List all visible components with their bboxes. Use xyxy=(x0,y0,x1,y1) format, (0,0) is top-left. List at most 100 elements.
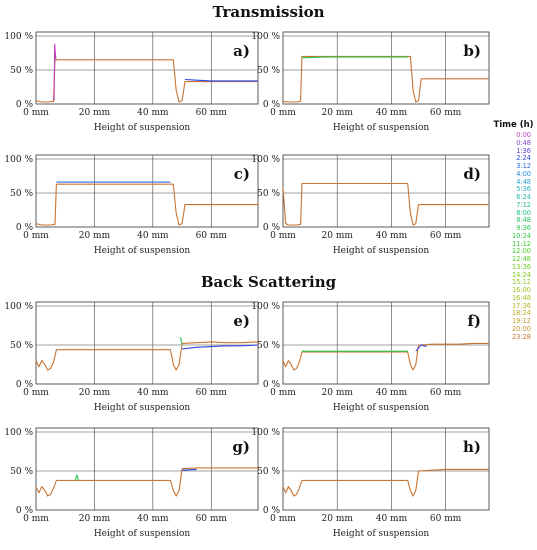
x-tick-label: 0 mm xyxy=(270,514,296,524)
legend-entry: 4:00 xyxy=(516,169,531,178)
x-axis-label: Height of suspension xyxy=(94,403,191,413)
y-tick-label: 50 % xyxy=(10,467,33,477)
x-tick-label: 0 mm xyxy=(270,108,296,118)
x-axis-label: Height of suspension xyxy=(333,123,430,133)
legend-entry: 19:12 xyxy=(511,317,531,325)
panel-label: f) xyxy=(467,312,481,330)
x-tick-label: 40 mm xyxy=(137,231,169,241)
x-axis-label: Height of suspension xyxy=(333,246,430,256)
legend-entry: 15:12 xyxy=(511,278,531,287)
data-series-line xyxy=(182,344,259,350)
y-tick-label: 50 % xyxy=(257,66,280,76)
data-series-line xyxy=(282,55,489,103)
x-tick-label: 20 mm xyxy=(79,514,111,524)
x-tick-label: 40 mm xyxy=(137,108,169,118)
y-tick-label: 0 % xyxy=(263,506,281,516)
legend-entry: 6:24 xyxy=(516,193,531,201)
y-tick-label: 0 % xyxy=(16,100,34,110)
data-series-line xyxy=(415,344,427,352)
data-series-line xyxy=(182,468,197,471)
legend-entry: 1:36 xyxy=(516,146,531,155)
plot-frame xyxy=(282,31,490,105)
x-tick-label: 40 mm xyxy=(137,388,169,398)
data-series-line xyxy=(282,468,489,497)
panel-label: b) xyxy=(463,42,481,60)
x-tick-label: 40 mm xyxy=(376,231,408,241)
transmission-title: Transmission xyxy=(212,3,325,21)
legend-entry: 20:00 xyxy=(511,324,531,333)
y-tick-label: 0 % xyxy=(16,223,34,233)
x-tick-label: 20 mm xyxy=(79,388,111,398)
plot-frame xyxy=(35,301,259,385)
x-tick-label: 0 mm xyxy=(270,388,296,398)
legend-entry: 18:24 xyxy=(511,309,531,318)
legend-entry: 10:24 xyxy=(511,231,531,240)
y-tick-label: 100 % xyxy=(251,428,280,438)
legend-items: 0:00 0:48 1:36 2:24 3:12 4:00 4:48 5:36 6:24 7:12… xyxy=(490,131,537,341)
data-series-line xyxy=(35,467,258,497)
legend-entry: 0:00 xyxy=(516,131,531,139)
legend-entry: 23:28 xyxy=(511,332,531,341)
x-tick-label: 0 mm xyxy=(23,388,49,398)
x-tick-label: 60 mm xyxy=(196,514,228,524)
y-tick-label: 0 % xyxy=(16,380,34,390)
panel-label: a) xyxy=(233,42,250,60)
plot-frame xyxy=(282,301,490,385)
x-tick-label: 40 mm xyxy=(137,514,169,524)
plot-frame xyxy=(35,427,259,511)
x-tick-label: 20 mm xyxy=(322,231,354,241)
legend-entry: 11:12 xyxy=(511,239,531,248)
backscattering-title: Back Scattering xyxy=(200,273,337,291)
x-tick-label: 40 mm xyxy=(376,108,408,118)
x-axis-label: Height of suspension xyxy=(94,529,191,539)
legend-entry: 9:36 xyxy=(516,224,531,232)
data-series-line xyxy=(74,474,79,481)
panel-label: d) xyxy=(463,165,481,183)
y-tick-label: 0 % xyxy=(263,380,281,390)
legend-entry: 7:12 xyxy=(516,200,531,209)
y-tick-label: 100 % xyxy=(4,302,33,312)
y-tick-label: 0 % xyxy=(263,100,281,110)
y-tick-label: 100 % xyxy=(4,155,33,165)
x-tick-label: 0 mm xyxy=(23,108,49,118)
y-tick-label: 50 % xyxy=(257,467,280,477)
legend-entry: 8:48 xyxy=(516,216,531,225)
x-axis-label: Height of suspension xyxy=(333,529,430,539)
y-tick-label: 100 % xyxy=(251,155,280,165)
x-tick-label: 20 mm xyxy=(79,108,111,118)
x-tick-label: 40 mm xyxy=(376,514,408,524)
legend-entry: 0:48 xyxy=(516,138,531,147)
plot-frame xyxy=(35,31,259,105)
data-series-line xyxy=(35,59,258,103)
plot-frame xyxy=(282,154,490,228)
legend-entry: 3:12 xyxy=(516,162,531,170)
x-tick-label: 20 mm xyxy=(322,388,354,398)
y-tick-label: 0 % xyxy=(16,506,34,516)
x-tick-label: 60 mm xyxy=(196,231,228,241)
panel-label: g) xyxy=(232,438,250,456)
legend-entry: 17:36 xyxy=(511,301,531,310)
y-tick-label: 100 % xyxy=(4,32,33,42)
legend-entry: 14:24 xyxy=(511,270,531,279)
x-tick-label: 0 mm xyxy=(23,514,49,524)
y-tick-label: 100 % xyxy=(251,302,280,312)
x-tick-label: 60 mm xyxy=(196,388,228,398)
y-tick-label: 100 % xyxy=(251,32,280,42)
data-series-line xyxy=(53,43,57,101)
data-series-line xyxy=(180,337,183,346)
x-tick-label: 60 mm xyxy=(430,108,462,118)
x-axis-label: Height of suspension xyxy=(94,246,191,256)
panel-label: h) xyxy=(463,438,481,456)
data-series-line xyxy=(282,182,489,226)
data-series-line xyxy=(301,56,408,59)
x-axis-label: Height of suspension xyxy=(94,123,191,133)
y-tick-label: 50 % xyxy=(257,189,280,199)
legend-entry: 4:48 xyxy=(516,177,531,186)
legend-entry: 2:24 xyxy=(516,154,531,163)
y-tick-label: 50 % xyxy=(257,341,280,351)
y-tick-label: 0 % xyxy=(263,223,281,233)
x-tick-label: 20 mm xyxy=(322,514,354,524)
data-series-line xyxy=(184,78,258,82)
plot-frame xyxy=(35,154,259,228)
